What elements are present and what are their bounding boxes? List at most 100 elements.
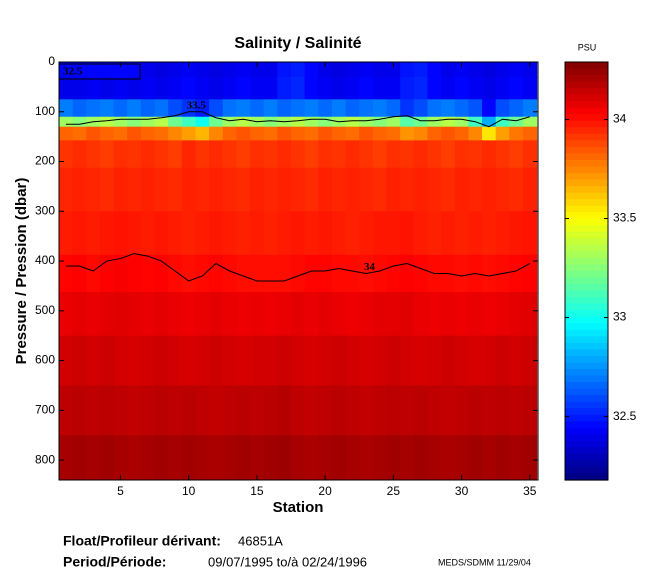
cell xyxy=(304,62,319,78)
cell xyxy=(168,211,183,256)
cell xyxy=(99,292,115,337)
cell xyxy=(113,116,128,128)
cell xyxy=(72,254,87,293)
cell xyxy=(386,62,401,78)
cell xyxy=(400,116,415,128)
cell xyxy=(454,292,470,337)
cell xyxy=(127,76,142,100)
cell xyxy=(127,62,142,78)
cell xyxy=(509,254,524,293)
cell xyxy=(154,116,169,128)
cell xyxy=(236,126,251,141)
cell xyxy=(209,140,224,169)
cell xyxy=(509,167,524,212)
colorbar-step xyxy=(565,388,608,396)
cell xyxy=(495,335,510,387)
cell xyxy=(209,254,224,293)
cell xyxy=(400,435,415,480)
cell xyxy=(372,126,388,141)
cell xyxy=(400,292,415,337)
cell xyxy=(522,126,538,141)
cell xyxy=(495,435,510,480)
cell xyxy=(59,126,74,141)
cell xyxy=(290,385,306,436)
colorbar-step xyxy=(565,355,608,364)
cell xyxy=(181,435,197,480)
cell xyxy=(168,435,183,480)
cell xyxy=(113,335,128,387)
cell xyxy=(277,254,292,293)
cell xyxy=(372,385,388,436)
cell xyxy=(168,385,183,436)
cell xyxy=(345,385,360,436)
colorbar-step xyxy=(565,395,608,403)
cell xyxy=(413,126,429,141)
cell xyxy=(113,99,128,118)
cell xyxy=(86,167,101,212)
cell xyxy=(140,292,156,337)
source: MEDS/SDMM 11/29/04 xyxy=(438,557,531,567)
cell xyxy=(482,116,497,128)
colorbar-step xyxy=(565,434,608,442)
contour-label: 34 xyxy=(364,261,376,273)
cell xyxy=(86,211,101,256)
cell xyxy=(372,62,388,78)
cell xyxy=(482,292,497,337)
cell xyxy=(236,292,251,337)
cell xyxy=(318,385,333,436)
cell xyxy=(72,292,87,337)
colorbar-step xyxy=(565,323,608,331)
cell xyxy=(113,126,128,141)
colorbar-step xyxy=(565,94,608,102)
cell xyxy=(222,335,238,387)
cell xyxy=(209,292,224,337)
colorbar-step xyxy=(565,212,608,220)
cell xyxy=(495,385,510,436)
colorbar-step xyxy=(565,166,608,174)
cell xyxy=(140,140,156,169)
cell xyxy=(331,254,347,293)
cell xyxy=(304,126,319,141)
cell xyxy=(222,126,238,141)
cell xyxy=(482,140,497,169)
cell xyxy=(250,335,265,387)
cell xyxy=(345,435,360,480)
cell xyxy=(318,126,333,141)
cell xyxy=(427,167,442,212)
cell xyxy=(59,76,74,100)
cell xyxy=(413,99,429,118)
cell xyxy=(522,211,538,256)
cell xyxy=(59,116,74,128)
cell xyxy=(386,254,401,293)
x-tick-label: 15 xyxy=(250,484,264,498)
cell xyxy=(236,335,251,387)
cell xyxy=(209,167,224,212)
cell xyxy=(304,140,319,169)
cell xyxy=(386,140,401,169)
cell xyxy=(195,335,210,387)
cell xyxy=(509,292,524,337)
cell xyxy=(154,385,169,436)
colorbar-step xyxy=(565,192,608,200)
cell xyxy=(99,116,115,128)
cell xyxy=(304,211,319,256)
cell xyxy=(427,335,442,387)
cell xyxy=(127,335,142,387)
cell xyxy=(263,435,278,480)
colorbar-step xyxy=(565,231,608,239)
cell xyxy=(482,335,497,387)
cell xyxy=(331,126,347,141)
cell xyxy=(495,292,510,337)
colorbar-step xyxy=(565,62,608,70)
cell xyxy=(263,99,278,118)
cell xyxy=(495,76,510,100)
cell xyxy=(113,211,128,256)
cell xyxy=(236,254,251,293)
cell xyxy=(331,335,347,387)
cell xyxy=(140,385,156,436)
cell xyxy=(277,99,292,118)
cell xyxy=(331,140,347,169)
cell xyxy=(345,126,360,141)
cell xyxy=(427,211,442,256)
